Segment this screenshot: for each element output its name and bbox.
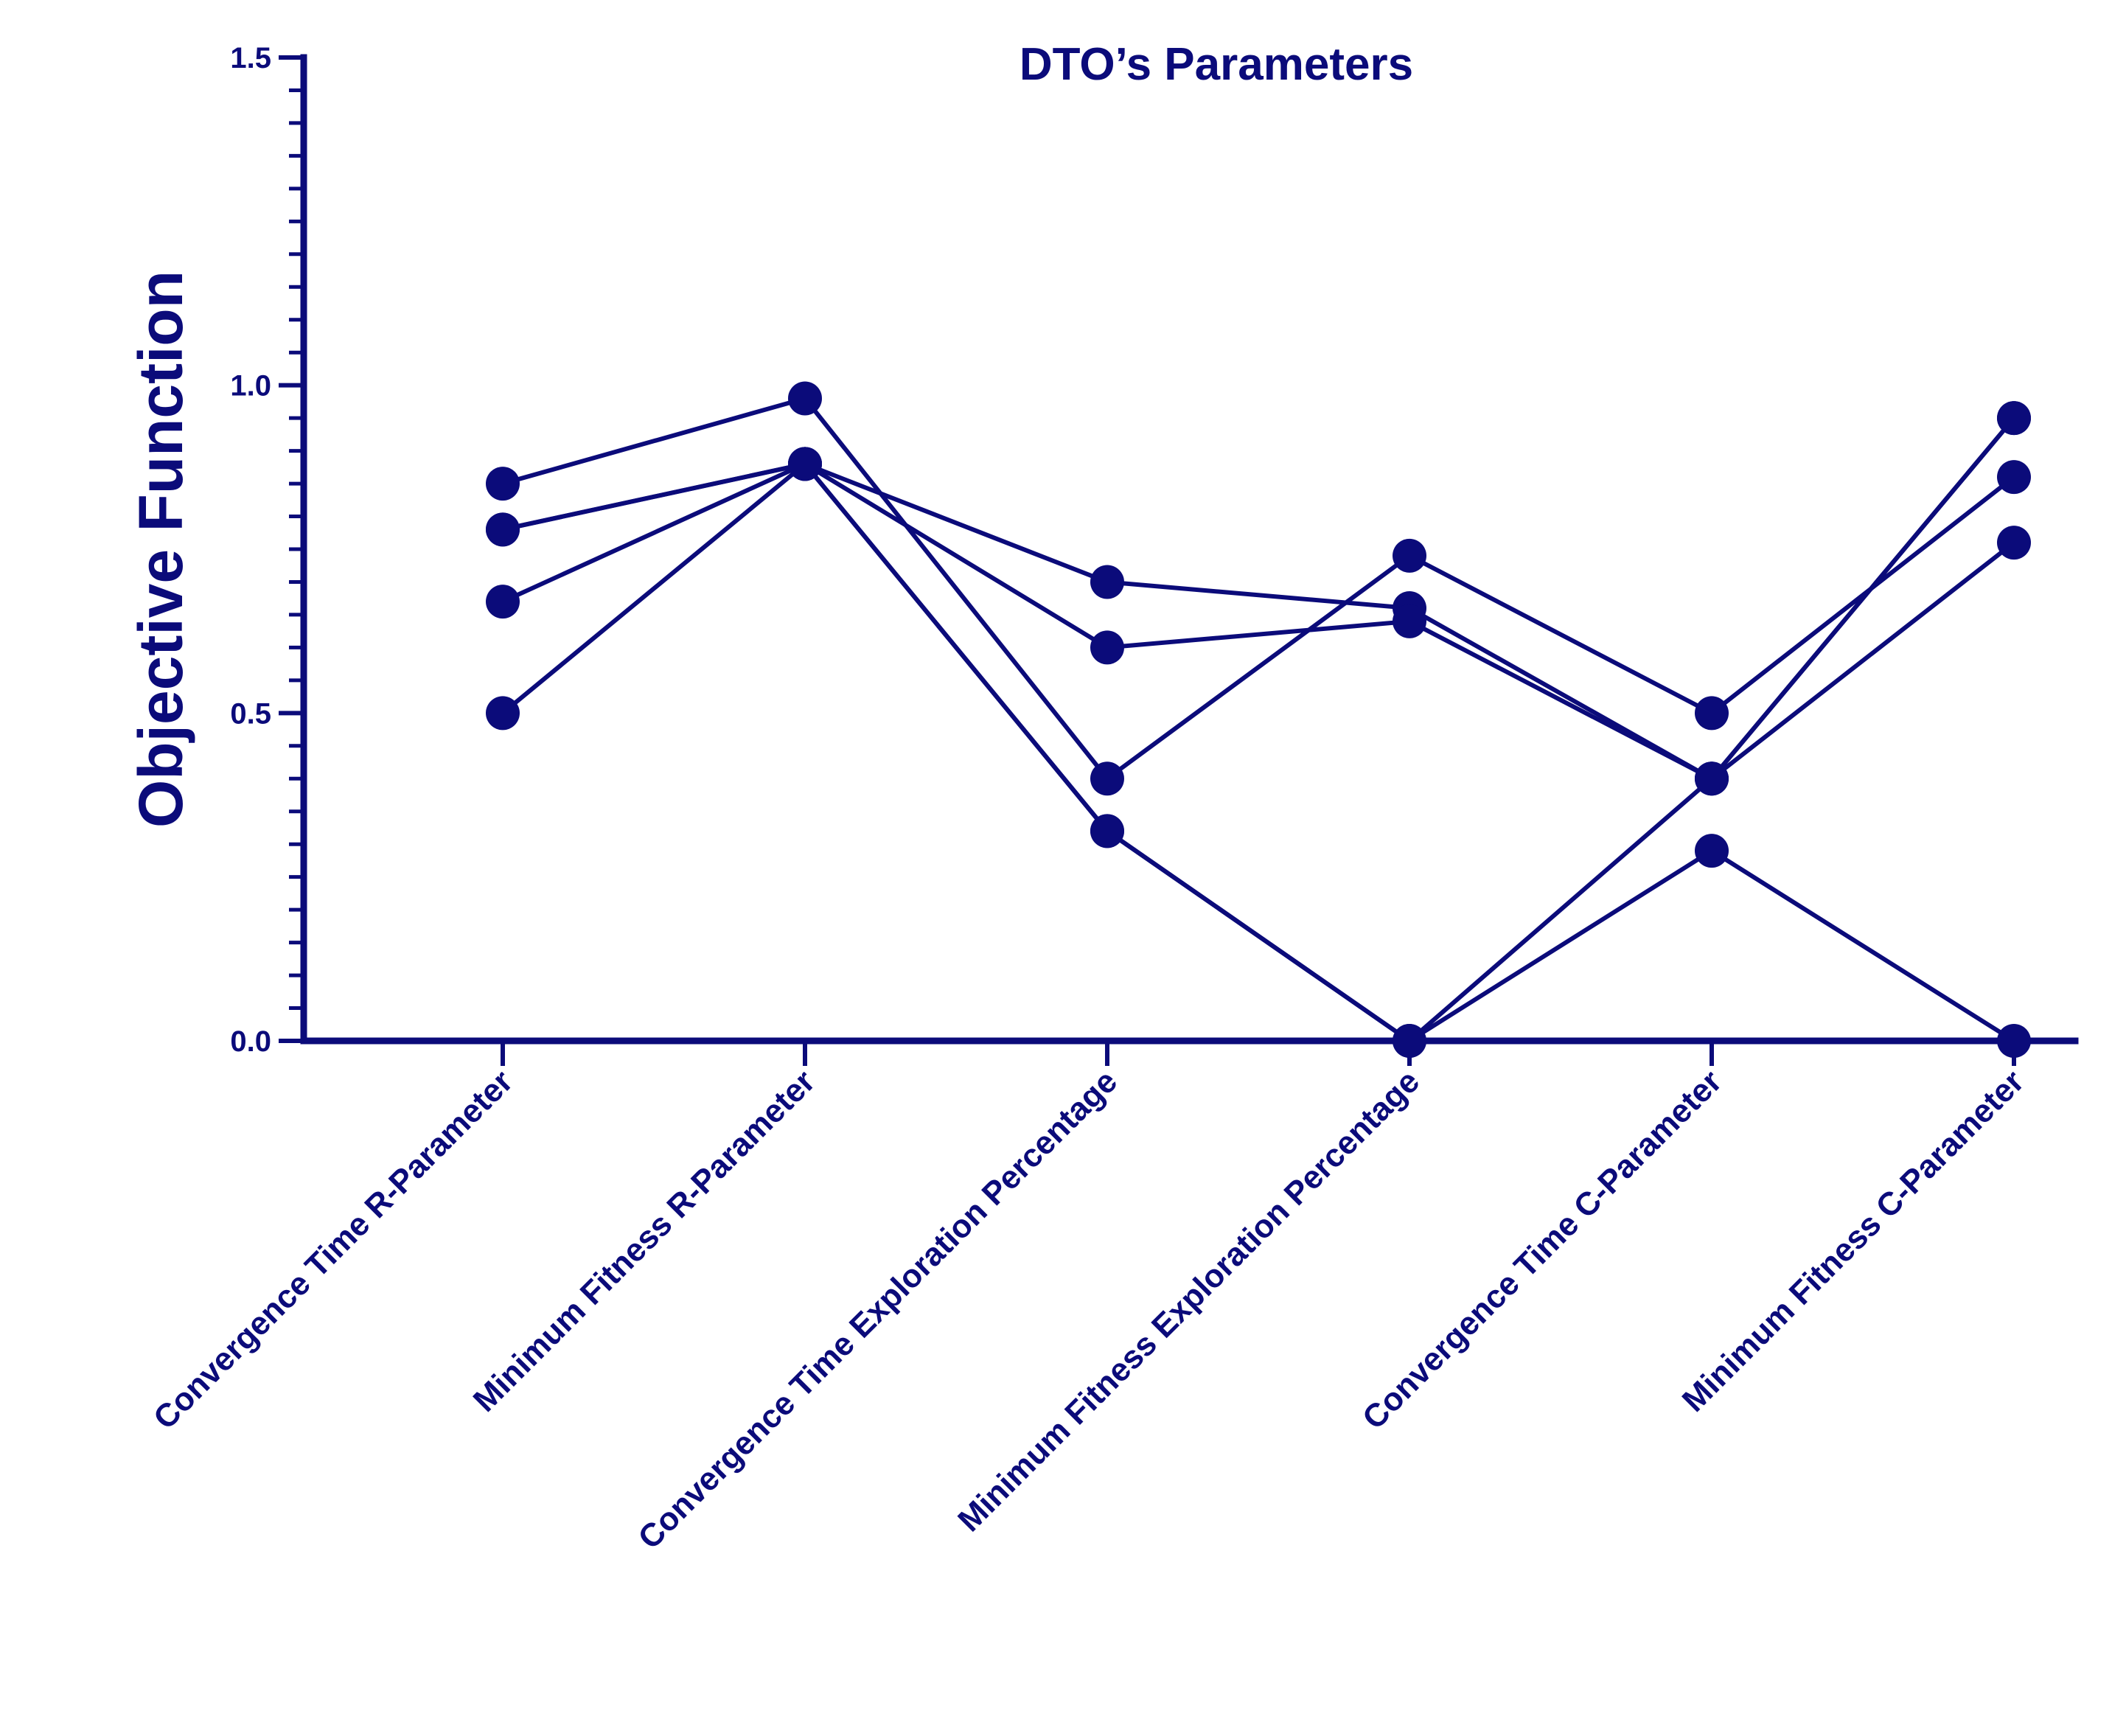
data-point-s1-1 xyxy=(486,467,520,501)
data-point-s5-3 xyxy=(1090,814,1124,848)
data-point-s5-4 xyxy=(1393,1024,1426,1058)
data-point-s4-6 xyxy=(1997,401,2031,436)
data-point-s5-2 xyxy=(788,447,822,481)
y-tick-label: 0.0 xyxy=(230,1025,271,1058)
x-tick-label: Minimum Fitness C-Parameter xyxy=(1676,1063,2031,1418)
data-point-s5-1 xyxy=(486,512,520,547)
x-tick-label: Convergence Time C-Parameter xyxy=(1356,1063,1729,1436)
axes xyxy=(300,54,2079,1045)
data-point-s1-3 xyxy=(1090,761,1124,796)
data-point-s4-5 xyxy=(1695,761,1729,796)
data-point-s1-6 xyxy=(1997,460,2031,495)
x-tick-label: Minimum Fitness R-Parameter xyxy=(467,1063,822,1418)
series-line-2 xyxy=(502,461,2015,781)
y-axis-ticks: 0.0 0.5 1.0 1.5 xyxy=(230,42,304,1058)
data-point-s1-5 xyxy=(1695,696,1729,731)
series-lines xyxy=(501,396,2016,1043)
x-tick-label: Minimum Fitness Exploration Percentage xyxy=(951,1063,1426,1538)
data-point-s2-3 xyxy=(1090,565,1124,599)
data-point-s5-5 xyxy=(1695,834,1729,868)
data-point-s5-6 xyxy=(1997,1024,2031,1058)
data-point-s3-1 xyxy=(486,585,520,619)
x-tick-label: Convergence Time Exploration Percentage xyxy=(631,1063,1124,1556)
y-tick-label: 1.0 xyxy=(230,370,271,402)
data-point-s1-2 xyxy=(788,381,822,416)
data-point-s2-6 xyxy=(1997,526,2031,560)
data-point-s3-3 xyxy=(1090,630,1124,665)
series-line-3 xyxy=(501,416,2016,781)
series-line-5 xyxy=(502,461,2015,1043)
chart-title: DTO’s Parameters xyxy=(1020,39,1413,90)
series-line-1 xyxy=(502,396,2015,781)
series-points xyxy=(486,381,2031,1058)
data-point-s1-4 xyxy=(1393,538,1426,573)
y-tick-label: 1.5 xyxy=(230,42,271,74)
y-tick-label: 0.5 xyxy=(230,697,271,730)
data-point-s3-4 xyxy=(1393,604,1426,638)
data-point-s4-1 xyxy=(486,696,520,731)
series-line-4 xyxy=(501,416,2016,1043)
y-axis-title: Objective Function xyxy=(126,271,195,828)
x-tick-label: Convergence Time R-Parameter xyxy=(147,1063,520,1436)
